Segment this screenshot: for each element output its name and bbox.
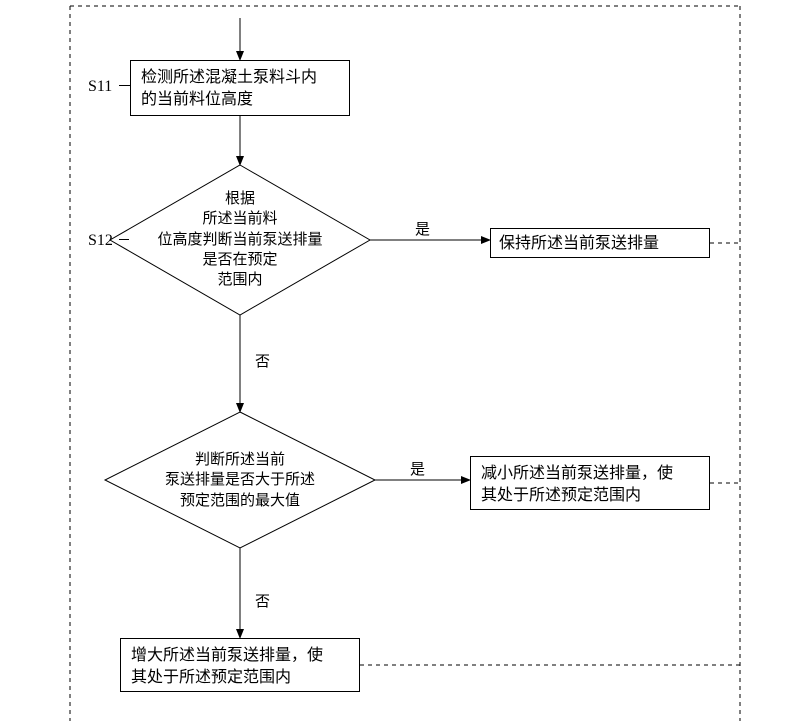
d1-line-4: 范围内	[120, 270, 360, 290]
node-detect-box: 检测所述混凝土泵料斗内 的当前料位高度	[130, 60, 350, 116]
edge-label-d2-no: 否	[255, 590, 270, 611]
edge-label-d2-yes: 是	[410, 458, 425, 479]
d1-line-1: 所述当前料	[120, 209, 360, 229]
increase-line-1: 其处于所述预定范围内	[131, 667, 349, 689]
reduce-line-1: 其处于所述预定范围内	[481, 485, 699, 507]
step-label-s11: S11	[88, 78, 112, 96]
connector-s11	[119, 85, 130, 86]
node-reduce-box: 减小所述当前泵送排量，使 其处于所述预定范围内	[470, 456, 710, 510]
d1-line-2: 位高度判断当前泵送排量	[120, 230, 360, 250]
edge-label-d1-yes: 是	[415, 218, 430, 239]
d1-line-3: 是否在预定	[120, 250, 360, 270]
d2-line-1: 泵送排量是否大于所述	[115, 470, 365, 490]
d2-line-2: 预定范围的最大值	[115, 491, 365, 511]
increase-line-0: 增大所述当前泵送排量，使	[131, 645, 349, 667]
detect-line-1: 的当前料位高度	[141, 89, 339, 111]
edge-label-d1-no: 否	[255, 350, 270, 371]
step-label-s12: S12	[88, 232, 113, 250]
node-keep-box: 保持所述当前泵送排量	[490, 228, 710, 258]
detect-line-0: 检测所述混凝土泵料斗内	[141, 67, 339, 89]
d2-line-0: 判断所述当前	[115, 450, 365, 470]
d1-line-0: 根据	[120, 189, 360, 209]
reduce-line-0: 减小所述当前泵送排量，使	[481, 463, 699, 485]
node-increase-box: 增大所述当前泵送排量，使 其处于所述预定范围内	[120, 638, 360, 692]
node-decision1-text: 根据 所述当前料 位高度判断当前泵送排量 是否在预定 范围内	[120, 189, 360, 290]
node-decision2-text: 判断所述当前 泵送排量是否大于所述 预定范围的最大值	[115, 450, 365, 511]
keep-line-0: 保持所述当前泵送排量	[499, 233, 701, 255]
